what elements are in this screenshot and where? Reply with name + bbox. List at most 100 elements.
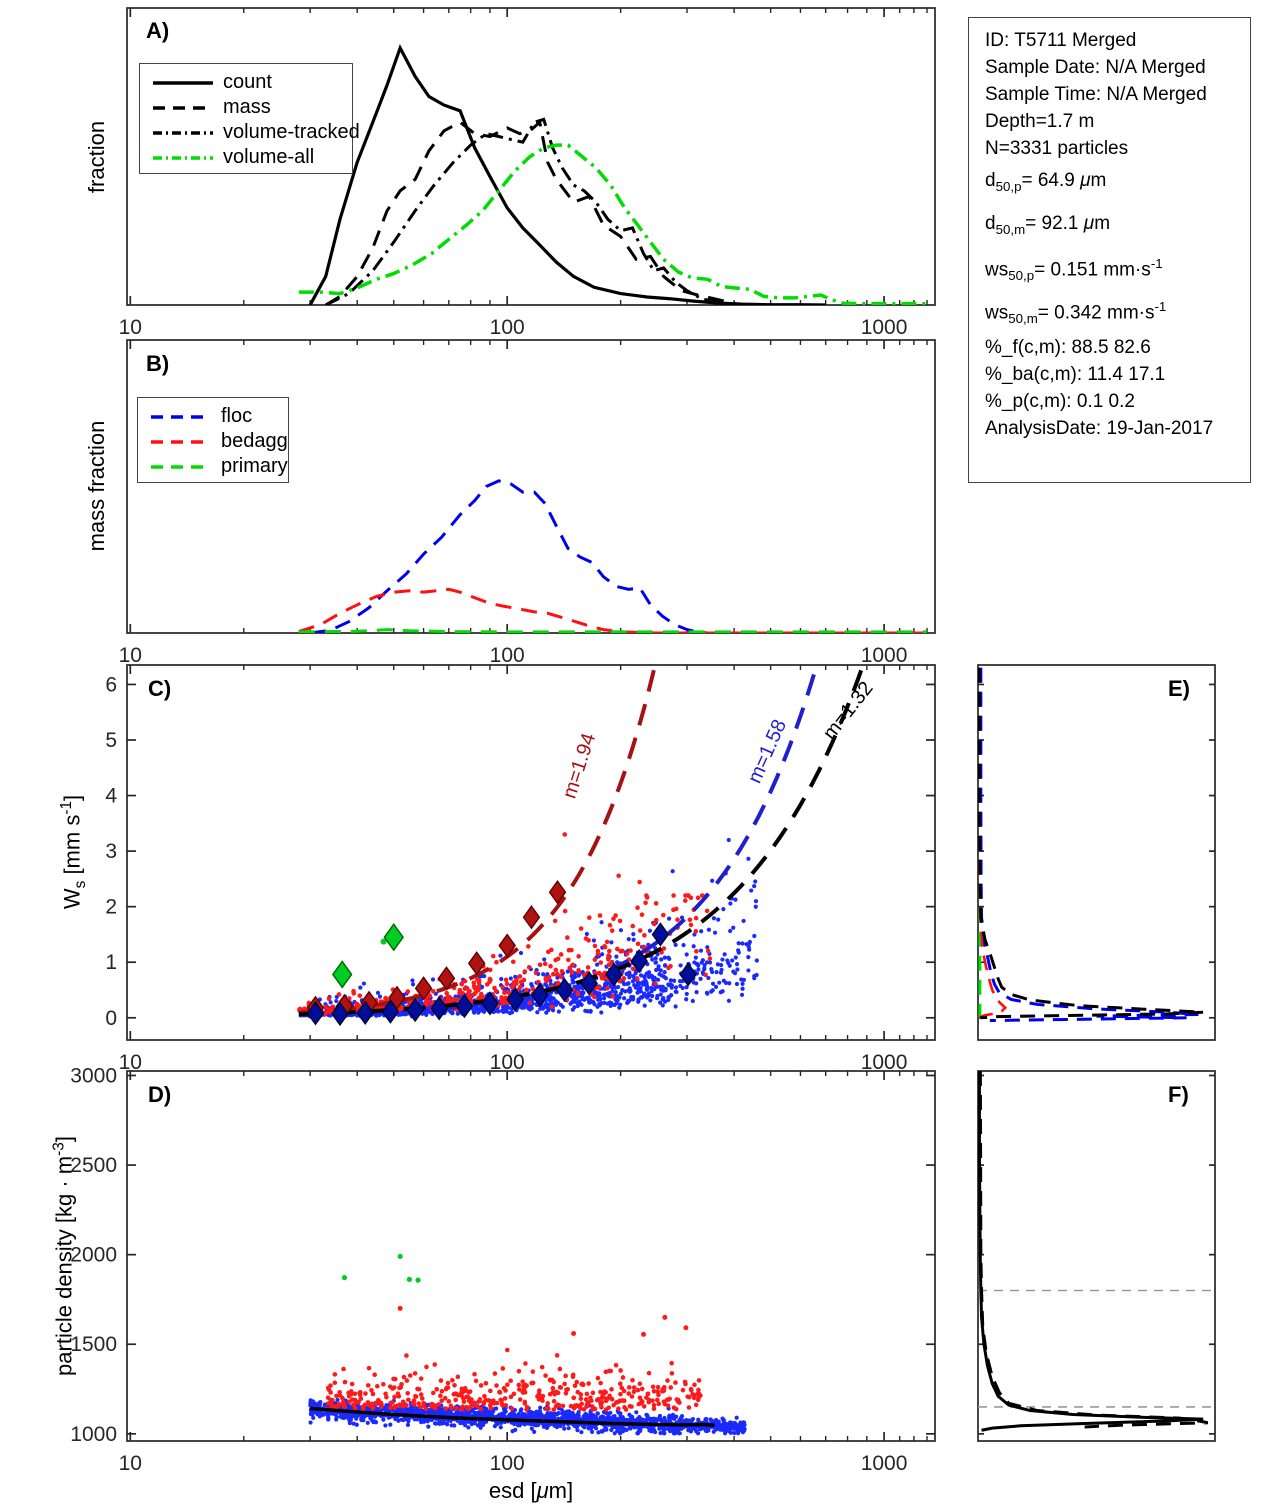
bedagg-density-dots bbox=[543, 1373, 548, 1378]
floc-density-dots bbox=[566, 1426, 571, 1431]
floc-dots-tail bbox=[740, 981, 745, 986]
bedagg-outlier-dot bbox=[662, 1314, 668, 1320]
info-line: ID: T5711 Merged bbox=[985, 30, 1242, 57]
bedagg-density-dots bbox=[572, 1383, 578, 1389]
bedagg-dots bbox=[558, 974, 564, 980]
bedagg-density-dots bbox=[388, 1405, 393, 1410]
info-line: Sample Date: N/A Merged bbox=[985, 57, 1242, 84]
floc-dots bbox=[570, 977, 575, 982]
bedagg-density-dots bbox=[503, 1403, 509, 1408]
primary-density-dot bbox=[406, 1276, 412, 1282]
bedagg-density-dots bbox=[341, 1366, 346, 1372]
y-tick-label: 6 bbox=[105, 673, 117, 696]
bedagg-density-dots bbox=[673, 1406, 679, 1412]
floc-dots bbox=[597, 996, 602, 1001]
bedagg-density-dots bbox=[395, 1391, 401, 1397]
bedagg-density-dots bbox=[481, 1401, 486, 1407]
panel-b-legend-item: floc bbox=[138, 404, 288, 429]
bedagg-density-dots bbox=[419, 1396, 425, 1401]
bedagg-dots bbox=[567, 965, 573, 971]
floc-median-diamonds bbox=[381, 999, 400, 1024]
bedagg-density-dots bbox=[579, 1381, 584, 1387]
bedagg-dots-tail bbox=[703, 972, 708, 978]
panel-a-tag: A) bbox=[146, 18, 170, 43]
bedagg-density-dots bbox=[397, 1385, 402, 1391]
x-tick-label: 100 bbox=[490, 316, 525, 339]
text-part: = 0.151 mm·s bbox=[1034, 259, 1151, 281]
bedagg-dots bbox=[326, 1007, 331, 1013]
bedagg-dots bbox=[562, 832, 568, 837]
x-tick-label: 100 bbox=[490, 644, 525, 667]
info-line: %_p(c,m): 0.1 0.2 bbox=[985, 391, 1242, 418]
bedagg-density-dots bbox=[477, 1397, 483, 1402]
floc-median-diamonds bbox=[630, 948, 648, 974]
bedagg-dots bbox=[555, 971, 560, 977]
floc-dots-tail bbox=[714, 970, 719, 975]
bedagg-density-dots bbox=[564, 1387, 569, 1393]
bedagg-density-dots bbox=[598, 1380, 603, 1386]
bedagg-density-dots bbox=[631, 1389, 637, 1395]
floc-dots bbox=[650, 975, 655, 980]
floc-dots-tail bbox=[702, 966, 707, 971]
floc-dots-tail bbox=[722, 952, 727, 957]
floc-dots-tail bbox=[659, 973, 664, 978]
primary-density-dot bbox=[397, 1253, 403, 1260]
bedagg-dots bbox=[635, 905, 640, 911]
floc-dots bbox=[618, 1002, 623, 1007]
floc-dots bbox=[570, 1007, 575, 1012]
bedagg-density-dots bbox=[563, 1373, 568, 1379]
bedagg-dots bbox=[500, 984, 505, 990]
bedagg-density-dots bbox=[473, 1402, 478, 1408]
floc-density-tail bbox=[724, 1428, 729, 1433]
panel-a-legend-swatch-dashdot-icon bbox=[153, 155, 213, 160]
bedagg-density-dots bbox=[651, 1406, 657, 1411]
floc-density-dots bbox=[478, 1425, 483, 1430]
panel-a-legend-swatch-dashdot-icon bbox=[153, 130, 213, 135]
floc-density-dots bbox=[348, 1414, 353, 1419]
floc-dots-tail bbox=[678, 978, 683, 984]
curve-floc-ws-dist bbox=[979, 667, 1199, 1023]
panel-b-legend-swatch-dash-icon bbox=[151, 464, 211, 469]
floc-density-dots bbox=[440, 1411, 445, 1416]
floc-density-dots bbox=[478, 1422, 483, 1427]
bedagg-dots bbox=[592, 957, 598, 962]
bedagg-density-dots bbox=[588, 1395, 593, 1400]
bedagg-density-dots bbox=[651, 1388, 657, 1394]
floc-median-diamonds bbox=[406, 997, 424, 1023]
info-line: AnalysisDate: 19-Jan-2017 bbox=[985, 418, 1242, 445]
text-part: ] bbox=[51, 1136, 77, 1143]
bedagg-density-dots bbox=[621, 1388, 627, 1394]
floc-density-dots bbox=[494, 1420, 499, 1425]
floc-density-dots bbox=[516, 1412, 521, 1417]
bedagg-density-dots bbox=[445, 1380, 451, 1386]
floc-dots bbox=[641, 993, 646, 999]
floc-density-dots bbox=[607, 1414, 612, 1420]
floc-density-dots bbox=[638, 1428, 643, 1434]
floc-dots bbox=[472, 1010, 477, 1015]
bedagg-dots bbox=[553, 967, 559, 973]
floc-median-diamonds bbox=[530, 982, 549, 1008]
bedagg-density-dots bbox=[383, 1391, 388, 1397]
bedagg-density-dots bbox=[508, 1394, 514, 1400]
floc-dots-tail bbox=[702, 962, 707, 968]
bedagg-density-dots bbox=[539, 1364, 545, 1370]
text-part: -1 bbox=[1150, 256, 1163, 271]
bedagg-dots bbox=[637, 928, 643, 933]
bedagg-dots bbox=[615, 946, 620, 952]
fit-curve-bedagg-fit bbox=[298, 665, 658, 1015]
x-tick-label: 1000 bbox=[861, 316, 908, 339]
floc-dots bbox=[519, 1004, 524, 1009]
floc-dots-tail bbox=[696, 963, 701, 968]
floc-density-dots bbox=[671, 1414, 676, 1419]
floc-dots bbox=[509, 1010, 515, 1015]
bedagg-density-dots bbox=[432, 1362, 438, 1367]
floc-dots-tail bbox=[692, 960, 697, 965]
bedagg-density-dots bbox=[478, 1383, 484, 1388]
bedagg-dots bbox=[430, 988, 436, 994]
bedagg-density-dots bbox=[326, 1401, 331, 1406]
floc-dots bbox=[635, 990, 640, 995]
floc-dots bbox=[504, 1009, 509, 1014]
bedagg-dots-tail bbox=[687, 917, 693, 923]
floc-density-dots bbox=[575, 1428, 580, 1433]
bedagg-density-dots bbox=[523, 1361, 528, 1366]
